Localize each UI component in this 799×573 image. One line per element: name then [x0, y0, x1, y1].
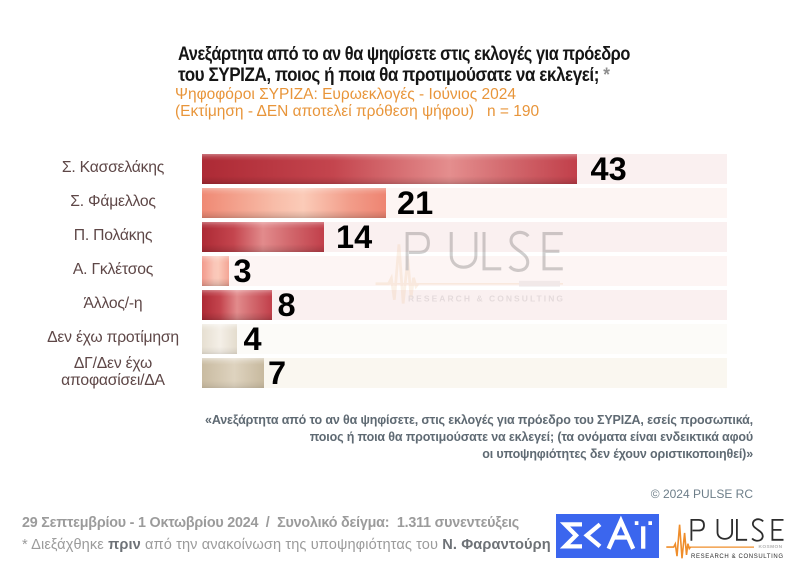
svg-text:RESEARCH & CONSULTING: RESEARCH & CONSULTING	[408, 294, 563, 304]
svg-text:KOSMON: KOSMON	[759, 544, 783, 550]
svg-text:RESEARCH & CONSULTING: RESEARCH & CONSULTING	[691, 554, 783, 560]
